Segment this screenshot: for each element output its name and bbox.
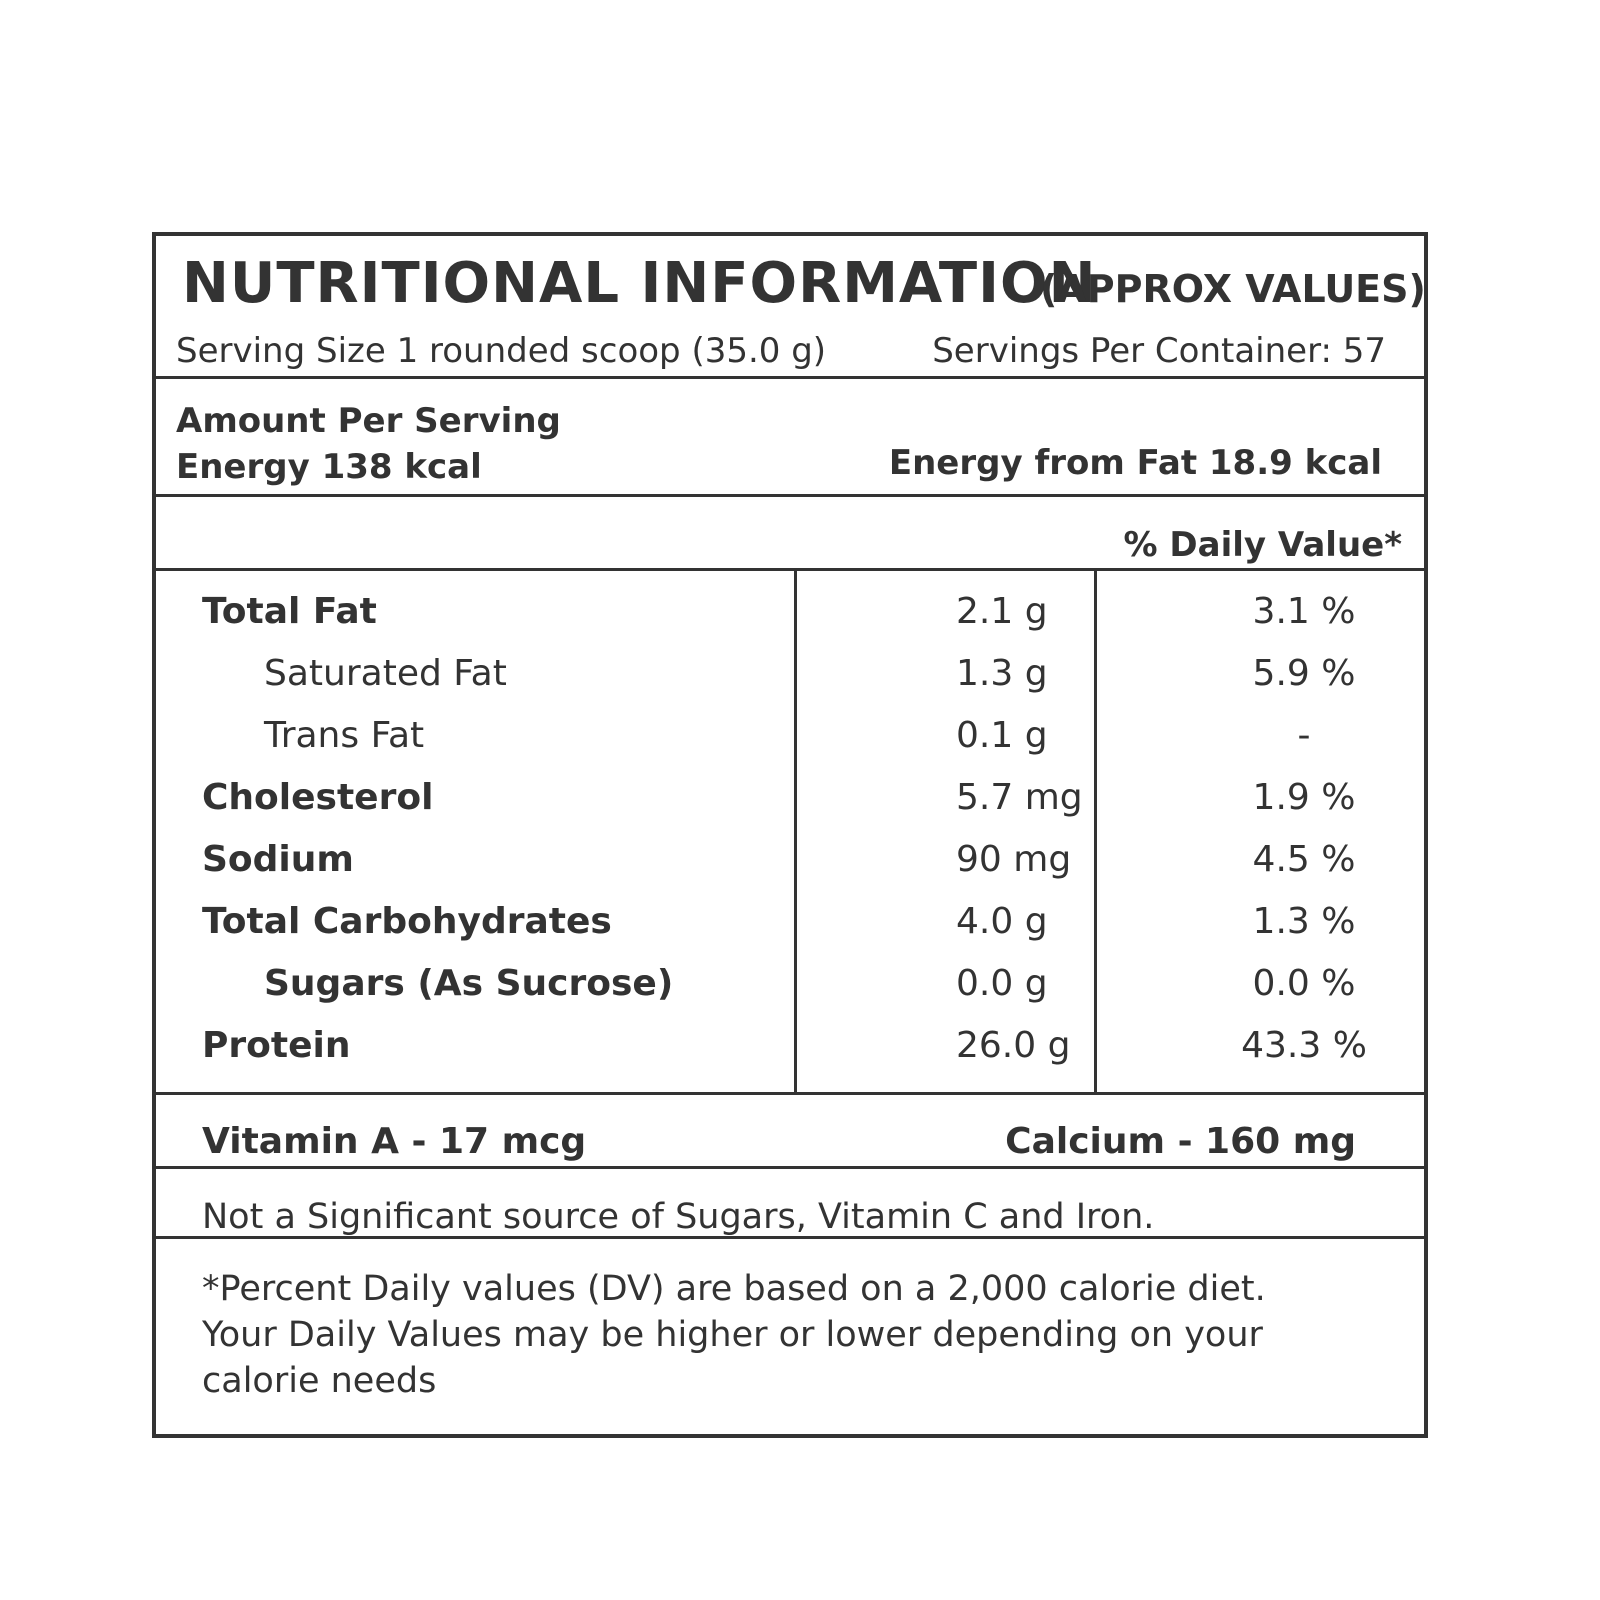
nutrient-name: Sugars (As Sucrose) [264, 963, 674, 1004]
vitamin-a: Vitamin A - 17 mcg [202, 1121, 587, 1162]
nutrient-amount: 26.0 g [956, 1025, 1071, 1066]
nutrient-name: Sodium [202, 839, 354, 880]
nutrient-daily-value: 1.3 % [1252, 901, 1356, 942]
nutrient-daily-value: 3.1 % [1252, 591, 1356, 632]
nutrient-name: Cholesterol [202, 777, 434, 818]
nutrient-amount: 5.7 mg [956, 777, 1083, 818]
nutrient-amount: 0.0 g [956, 963, 1048, 1004]
nutrient-daily-value: - [1297, 715, 1311, 756]
nutrient-name: Saturated Fat [264, 653, 507, 694]
nutrient-daily-value: 1.9 % [1252, 777, 1356, 818]
energy-value: Energy 138 kcal [176, 447, 482, 487]
nutrient-amount: 90 mg [956, 839, 1072, 880]
header-divider [156, 376, 1424, 379]
energy-from-fat: Energy from Fat 18.9 kcal [888, 443, 1382, 483]
nutrient-daily-value: 5.9 % [1252, 653, 1356, 694]
nutrient-amount: 1.3 g [956, 653, 1048, 694]
label-title: NUTRITIONAL INFORMATION [182, 251, 1097, 316]
nutrients-divider [156, 1092, 1424, 1095]
daily-value-header: % Daily Value* [1123, 525, 1402, 565]
nutrient-name: Trans Fat [264, 715, 425, 756]
calcium: Calcium - 160 mg [1005, 1121, 1356, 1162]
label-subtitle: (APPROX VALUES) [1040, 267, 1426, 311]
daily-value-footnote: *Percent Daily values (DV) are based on … [202, 1269, 1266, 1401]
nutrient-amount: 4.0 g [956, 901, 1048, 942]
nutrient-daily-value: 4.5 % [1252, 839, 1356, 880]
nutrient-name: Protein [202, 1025, 351, 1066]
nutrient-daily-value: 0.0 % [1252, 963, 1356, 1004]
amount-column-divider [794, 570, 797, 1092]
nutrition-label: NUTRITIONAL INFORMATION (APPROX VALUES) … [152, 232, 1428, 1438]
dv-header-divider [156, 568, 1424, 571]
dv-column-divider [1094, 570, 1097, 1092]
note-divider [156, 1236, 1424, 1239]
servings-per-container: Servings Per Container: 57 [932, 331, 1386, 371]
energy-divider [156, 494, 1424, 497]
nutrient-daily-value: 43.3 % [1241, 1025, 1367, 1066]
nutrient-name: Total Carbohydrates [202, 901, 612, 942]
significance-note: Not a Significant source of Sugars, Vita… [202, 1197, 1155, 1237]
nutrient-name: Total Fat [202, 591, 377, 632]
nutrient-amount: 0.1 g [956, 715, 1048, 756]
amount-per-serving: Amount Per Serving [176, 401, 561, 441]
nutrient-amount: 2.1 g [956, 591, 1048, 632]
minerals-divider [156, 1166, 1424, 1169]
serving-size: Serving Size 1 rounded scoop (35.0 g) [176, 331, 827, 371]
